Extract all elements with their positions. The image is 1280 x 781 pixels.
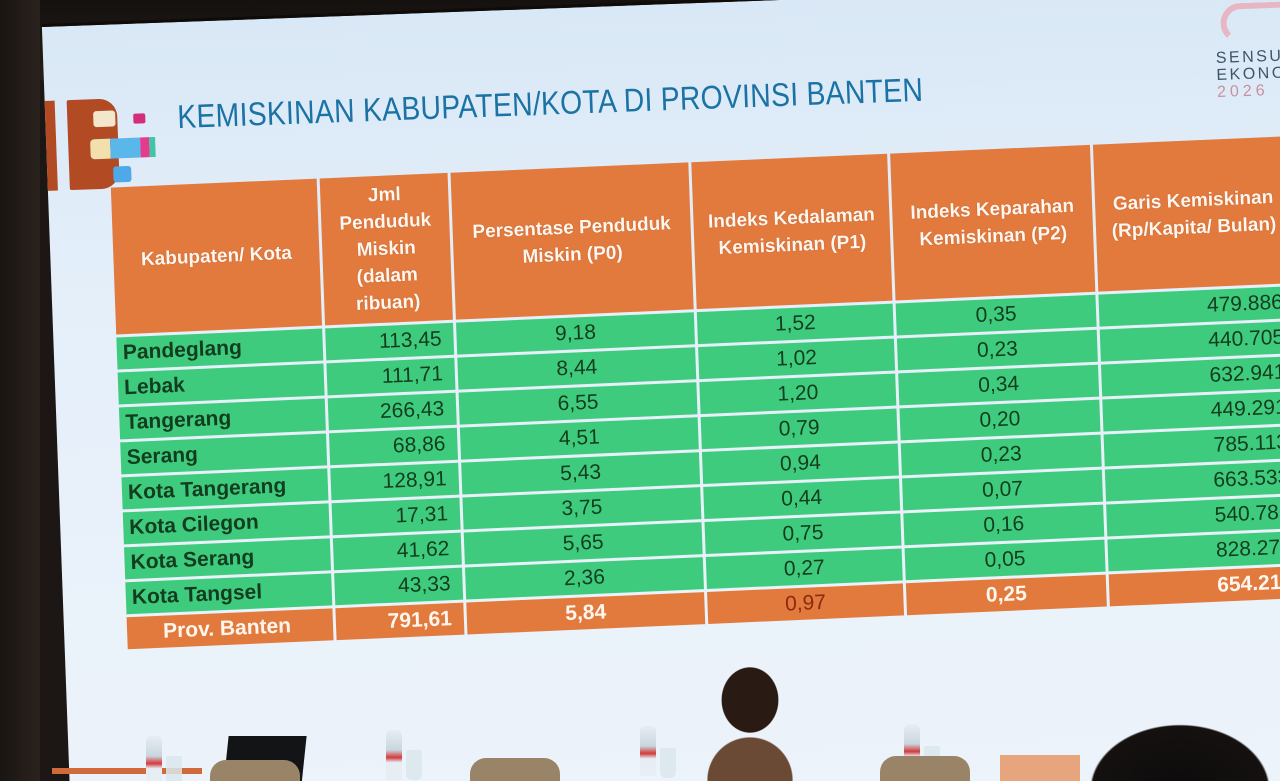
cell-total-jml: 791,61	[335, 602, 465, 641]
header-indeks-p1: Indeks Kedalaman Kemiskinan (P1)	[691, 153, 893, 310]
chair-icon	[880, 756, 970, 781]
cell-name: Kota Cilegon	[122, 503, 330, 545]
cell-jml: 128,91	[330, 462, 460, 501]
cell-gk: 479.886	[1098, 286, 1280, 327]
cell-p1: 0,27	[705, 548, 903, 589]
cell-p2: 0,05	[904, 539, 1106, 581]
audience-head	[1060, 690, 1280, 781]
cell-p1: 1,52	[696, 303, 894, 345]
cell-p1: 0,79	[700, 408, 898, 450]
ribbon-icon	[1219, 0, 1280, 44]
cell-name: Kota Serang	[124, 538, 332, 580]
cell-jml: 68,86	[328, 427, 459, 466]
poverty-table: Kabupaten/ Kota Jml Penduduk Miskin (dal…	[108, 133, 1280, 652]
cell-jml: 113,45	[325, 322, 455, 361]
cell-p2: 0,23	[896, 329, 1098, 371]
cell-total-gk: 654.213	[1108, 565, 1280, 607]
cell-name: Pandeglang	[116, 328, 324, 370]
cell-total-p0: 5,84	[466, 592, 706, 635]
glass-icon	[406, 750, 422, 780]
water-bottle-icon	[640, 726, 656, 776]
cell-name: Kota Tangsel	[125, 573, 333, 615]
cell-name: Serang	[120, 433, 328, 475]
logo-text-year: 2026	[1216, 82, 1269, 102]
cell-p1: 1,02	[698, 338, 896, 380]
chair-icon	[210, 760, 300, 781]
cell-gk: 632.941	[1100, 356, 1280, 397]
water-bottle-icon	[386, 730, 402, 780]
cell-total-name: Prov. Banten	[126, 608, 334, 650]
cell-p2: 0,16	[903, 504, 1105, 546]
sensus-ekonomi-logo: SENSUS EKONOMI 2026	[1212, 0, 1280, 114]
cell-gk: 663.533	[1104, 460, 1280, 502]
cell-jml: 41,62	[332, 532, 462, 571]
header-garis-kemiskinan: Garis Kemiskinan (Rp/Kapita/ Bulan)	[1092, 136, 1280, 292]
cell-p2: 0,35	[895, 294, 1097, 336]
header-jml-penduduk: Jml Penduduk Miskin (dalam ribuan)	[319, 172, 453, 326]
stage-accent-bar	[52, 768, 202, 774]
cell-name: Lebak	[117, 363, 325, 405]
cell-total-p1: 0,97	[707, 583, 905, 624]
water-bottle-icon	[146, 736, 162, 781]
logo-text-line2: EKONOMI	[1216, 63, 1280, 85]
cell-p2: 0,23	[900, 434, 1102, 476]
cell-name: Kota Tangerang	[121, 468, 329, 510]
cell-jml: 111,71	[326, 357, 456, 396]
chair-icon	[470, 758, 560, 781]
cell-p1: 0,44	[703, 478, 901, 520]
glass-icon	[166, 756, 182, 781]
slide-title: KEMISKINAN KABUPATEN/KOTA DI PROVINSI BA…	[176, 70, 924, 136]
header-indeks-p2: Indeks Keparahan Kemiskinan (P2)	[890, 144, 1096, 301]
projection-screen: KEMISKINAN KABUPATEN/KOTA DI PROVINSI BA…	[41, 0, 1280, 781]
cell-jml: 266,43	[327, 392, 457, 431]
cell-p2: 0,07	[902, 469, 1104, 511]
presenter-figure	[690, 660, 810, 781]
cell-p1: 1,20	[699, 373, 897, 415]
glass-icon	[660, 748, 676, 778]
room-wall	[0, 0, 40, 781]
header-kabupaten-kota: Kabupaten/ Kota	[110, 178, 323, 335]
cell-gk: 540.786	[1106, 495, 1280, 537]
cell-p2: 0,34	[898, 364, 1100, 406]
cell-name: Tangerang	[118, 398, 326, 440]
cell-gk: 785.113	[1103, 425, 1280, 467]
cell-p1: 0,94	[701, 443, 899, 485]
header-persentase-p0: Persentase Penduduk Miskin (P0)	[450, 162, 694, 320]
cell-p1: 0,75	[704, 513, 902, 554]
cell-jml: 43,33	[334, 567, 464, 606]
cell-gk: 828.278	[1107, 530, 1280, 572]
cell-gk: 440.705	[1099, 321, 1280, 362]
cell-p2: 0,20	[899, 399, 1101, 441]
cell-jml: 17,31	[331, 497, 461, 536]
cell-total-p2: 0,25	[905, 574, 1107, 616]
cell-gk: 449.291	[1102, 390, 1280, 432]
